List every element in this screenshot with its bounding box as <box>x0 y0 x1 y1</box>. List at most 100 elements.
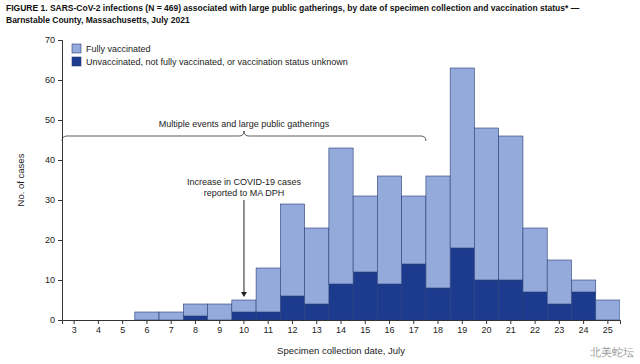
bar <box>474 280 498 320</box>
x-tick-mark <box>607 320 608 324</box>
bar <box>547 260 571 304</box>
y-tick-label: 70 <box>45 35 55 45</box>
y-tick-label: 10 <box>45 275 55 285</box>
bar <box>280 204 304 296</box>
bar <box>329 148 353 284</box>
bar <box>377 176 401 284</box>
bar <box>256 312 280 320</box>
legend-label: Unvaccinated, not fully vaccinated, or v… <box>86 57 348 67</box>
bar <box>62 320 86 321</box>
bar <box>499 136 523 280</box>
y-tick-mark <box>58 320 62 321</box>
y-tick-label: 60 <box>45 75 55 85</box>
y-tick-label: 40 <box>45 155 55 165</box>
bar <box>450 68 474 248</box>
x-tick-mark <box>292 320 293 324</box>
x-tick: 5 <box>120 320 125 335</box>
y-tick-mark <box>58 160 62 161</box>
bar <box>523 292 547 320</box>
annotations: Multiple events and large public gatheri… <box>62 119 634 358</box>
y-tick: 40 <box>45 155 62 165</box>
y-tick-label: 0 <box>50 315 55 325</box>
x-tick-mark <box>389 320 390 324</box>
x-tick-label: 14 <box>336 325 346 335</box>
title-line: Barnstable County, Massachusetts, July 2… <box>6 15 190 25</box>
x-tick-label: 4 <box>96 325 101 335</box>
bar <box>232 300 256 312</box>
bar <box>232 312 256 320</box>
x-tick-mark <box>74 320 75 324</box>
title-line: FIGURE 1. SARS-CoV-2 infections (N = 469… <box>6 3 580 13</box>
bar <box>183 304 207 316</box>
y-tick-mark <box>58 40 62 41</box>
y-tick: 60 <box>45 75 62 85</box>
bar <box>571 280 595 292</box>
x-tick-mark <box>316 320 317 324</box>
x-tick: 16 <box>385 320 395 335</box>
x-tick-mark <box>438 320 439 324</box>
x-tick-label: 18 <box>433 325 443 335</box>
bar <box>426 288 450 320</box>
bar <box>474 128 498 280</box>
x-tick: 10 <box>239 320 249 335</box>
bar <box>256 268 280 312</box>
x-tick: 21 <box>506 320 516 335</box>
x-tick-label: 13 <box>312 325 322 335</box>
x-tick-label: 12 <box>287 325 297 335</box>
x-tick: 14 <box>336 320 346 335</box>
y-tick-mark <box>58 200 62 201</box>
x-tick: 15 <box>360 320 370 335</box>
x-tick-label: 10 <box>239 325 249 335</box>
y-axis-line <box>58 41 63 321</box>
x-tick-mark <box>462 320 463 324</box>
x-tick: 24 <box>579 320 589 335</box>
x-tick-label: 7 <box>169 325 174 335</box>
bar <box>571 292 595 320</box>
x-tick-label: 20 <box>482 325 492 335</box>
x-tick: 12 <box>287 320 297 335</box>
x-tick: 20 <box>482 320 492 335</box>
x-tick: 9 <box>217 320 222 335</box>
x-tick-mark <box>268 320 269 324</box>
bar <box>86 320 110 321</box>
x-tick-mark <box>510 320 511 324</box>
x-tick-label: 16 <box>385 325 395 335</box>
x-tick-label: 19 <box>457 325 467 335</box>
bar <box>111 320 135 321</box>
y-tick: 50 <box>45 115 62 125</box>
y-tick: 70 <box>45 35 62 45</box>
x-tick-mark <box>486 320 487 324</box>
x-tick-label: 23 <box>554 325 564 335</box>
x-tick: 25 <box>603 320 613 335</box>
annotation-text: reported to MA DPH <box>204 188 285 198</box>
bar <box>450 248 474 320</box>
bar <box>305 228 329 304</box>
y-tick: 30 <box>45 195 62 205</box>
x-tick: 17 <box>409 320 419 335</box>
y-tick-mark <box>58 80 62 81</box>
x-tick-mark <box>195 320 196 324</box>
bar <box>86 320 110 321</box>
bar <box>280 296 304 320</box>
y-tick-label: 50 <box>45 115 55 125</box>
x-tick-label: 25 <box>603 325 613 335</box>
annotation-text: Increase in COVID-19 cases <box>187 177 302 187</box>
annotation-arrowhead <box>241 292 247 297</box>
bar <box>547 304 571 320</box>
x-axis: 345678910111213141516171819202122232425 <box>63 320 621 335</box>
x-tick-mark <box>535 320 536 324</box>
bar <box>135 312 159 320</box>
bar <box>208 304 232 320</box>
x-tick: 19 <box>457 320 467 335</box>
x-tick-mark <box>559 320 560 324</box>
x-tick: 6 <box>144 320 149 335</box>
x-tick-mark <box>98 320 99 324</box>
x-tick-label: 24 <box>579 325 589 335</box>
y-tick-label: 30 <box>45 195 55 205</box>
bar <box>523 228 547 292</box>
bar <box>596 300 620 320</box>
x-axis-title: Specimen collection date, July <box>277 345 405 356</box>
x-tick-label: 21 <box>506 325 516 335</box>
y-tick: 20 <box>45 235 62 245</box>
watermark: 北美蛇坛 <box>590 346 634 358</box>
